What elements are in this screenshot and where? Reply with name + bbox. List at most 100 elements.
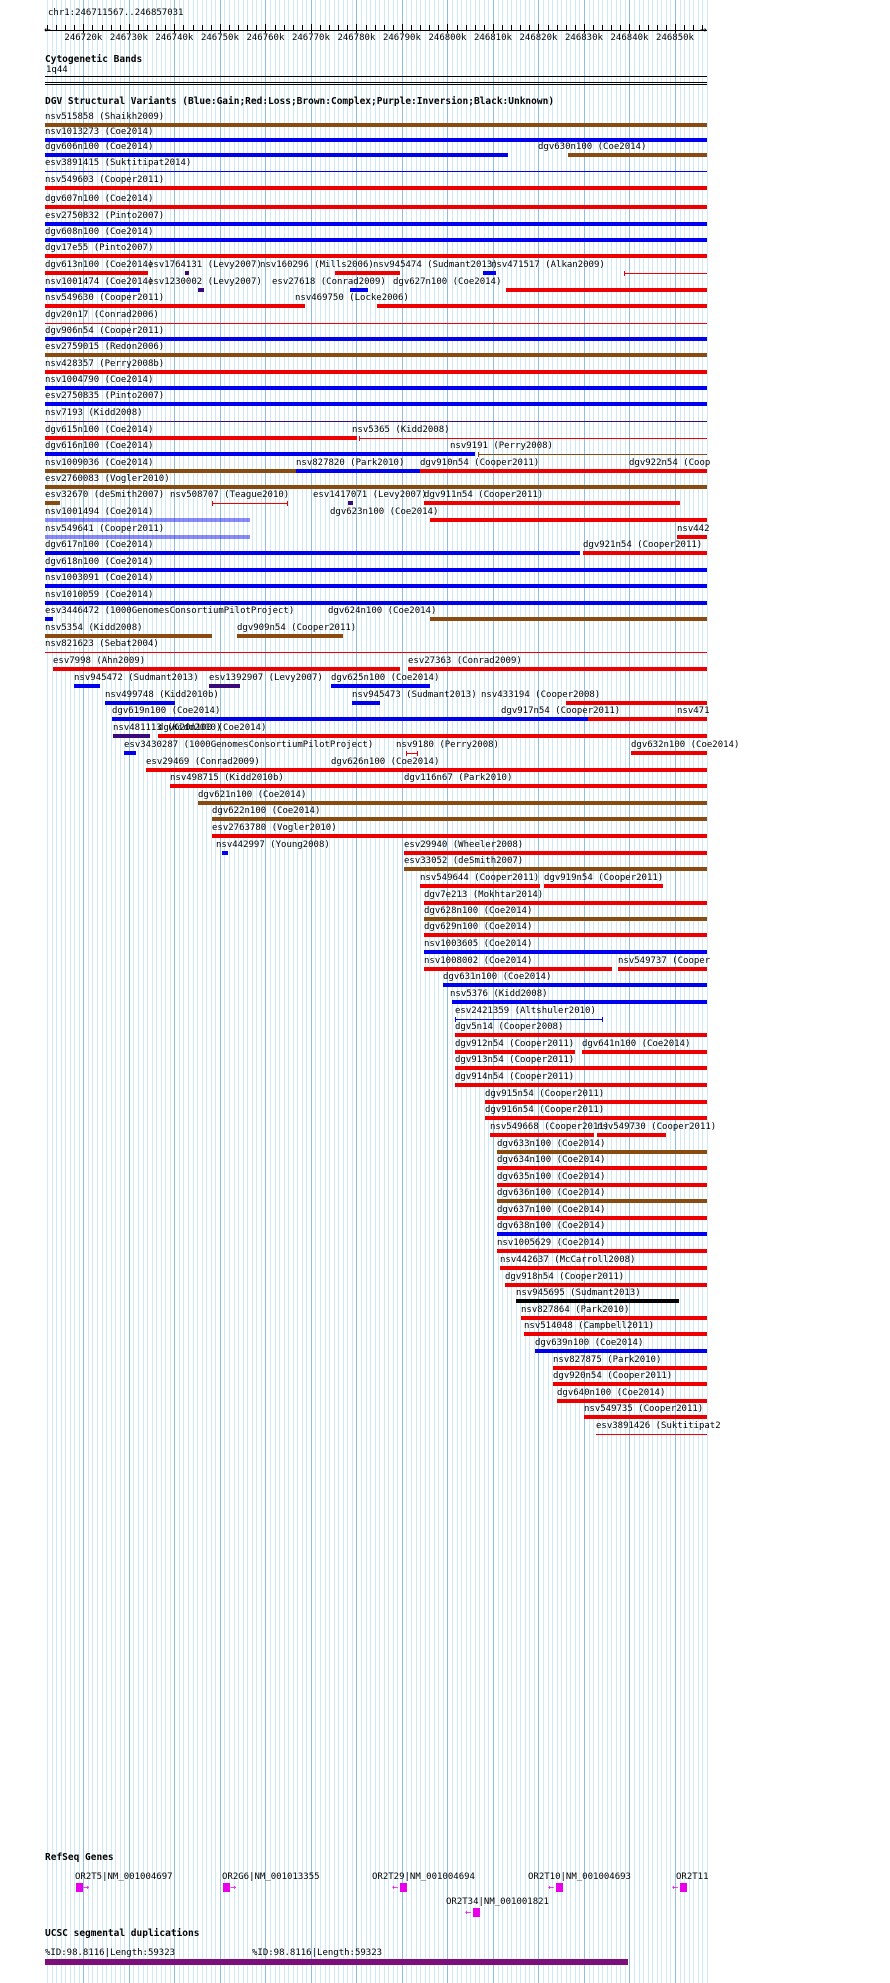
variant-label[interactable]: nsv508707 (Teague2010) <box>170 490 290 500</box>
variant-label[interactable]: nsv549603 (Cooper2011) <box>45 175 165 185</box>
variant-label[interactable]: dgv613n100 (Coe2014) <box>45 260 154 270</box>
variant-label[interactable]: esv1764131 (Levy2007) <box>148 260 262 270</box>
variant-bar[interactable] <box>424 901 707 905</box>
variant-label[interactable]: dgv916n54 (Cooper2011) <box>485 1105 605 1115</box>
variant-bar[interactable] <box>377 304 707 308</box>
variant-bar[interactable] <box>568 153 707 157</box>
variant-bar[interactable] <box>455 1019 603 1020</box>
variant-bar[interactable] <box>212 503 288 504</box>
variant-label[interactable]: dgv912n54 (Cooper2011) <box>455 1039 575 1049</box>
variant-label[interactable]: nsv9191 (Perry2008) <box>450 441 553 451</box>
variant-bar[interactable] <box>45 254 707 258</box>
variant-bar[interactable] <box>424 950 707 954</box>
variant-bar[interactable] <box>420 469 707 473</box>
variant-label[interactable]: nsv1003091 (Coe2014) <box>45 573 154 583</box>
variant-bar[interactable] <box>455 1050 575 1054</box>
variant-bar[interactable] <box>424 933 707 937</box>
variant-label[interactable]: esv27363 (Conrad2009) <box>408 656 522 666</box>
variant-label[interactable]: nsv1001474 (Coe2014) <box>45 277 154 287</box>
variant-label[interactable]: dgv919n54 (Cooper2011) <box>544 873 664 883</box>
variant-label[interactable]: dgv915n54 (Cooper2011) <box>485 1089 605 1099</box>
variant-label[interactable]: nsv442637 (McCarroll2008) <box>500 1255 636 1265</box>
variant-bar[interactable] <box>485 1116 707 1120</box>
variant-label[interactable]: esv2760083 (Vogler2010) <box>45 474 170 484</box>
variant-bar[interactable] <box>45 421 707 422</box>
variant-bar[interactable] <box>497 1249 707 1253</box>
variant-bar[interactable] <box>296 469 420 473</box>
variant-label[interactable]: esv2421359 (Altshuler2010) <box>455 1006 596 1016</box>
variant-label[interactable]: nsv5365 (Kidd2008) <box>352 425 450 435</box>
variant-label[interactable]: esv2759015 (Redon2006) <box>45 342 165 352</box>
variant-bar[interactable] <box>500 1266 707 1270</box>
variant-bar[interactable] <box>455 1033 707 1037</box>
variant-bar[interactable] <box>237 634 343 638</box>
variant-bar[interactable] <box>45 386 707 390</box>
gene-label[interactable]: OR2G6|NM_001013355 <box>222 1872 320 1882</box>
variant-label[interactable]: nsv549644 (Cooper2011) <box>420 873 540 883</box>
variant-label[interactable]: dgv623n100 (Coe2014) <box>330 507 439 517</box>
variant-bar[interactable] <box>45 535 250 539</box>
variant-label[interactable]: dgv639n100 (Coe2014) <box>535 1338 644 1348</box>
variant-label[interactable]: dgv633n100 (Coe2014) <box>497 1139 606 1149</box>
variant-bar[interactable] <box>45 518 250 522</box>
variant-bar[interactable] <box>45 353 707 357</box>
variant-bar[interactable] <box>455 1083 707 1087</box>
variant-label[interactable]: dgv607n100 (Coe2014) <box>45 194 154 204</box>
variant-bar[interactable] <box>618 967 707 971</box>
variant-label[interactable]: nsv7193 (Kidd2008) <box>45 408 143 418</box>
variant-bar[interactable] <box>209 684 240 688</box>
variant-label[interactable]: nsv1005629 (Coe2014) <box>497 1238 606 1248</box>
variant-label[interactable]: dgv638n100 (Coe2014) <box>497 1221 606 1231</box>
variant-bar[interactable] <box>352 701 380 705</box>
variant-bar[interactable] <box>485 1100 707 1104</box>
variant-bar[interactable] <box>497 1183 707 1187</box>
variant-bar[interactable] <box>45 186 707 190</box>
variant-label[interactable]: nsv945695 (Sudmant2013) <box>516 1288 641 1298</box>
variant-bar[interactable] <box>212 834 707 838</box>
variant-label[interactable]: esv7998 (Ahn2009) <box>53 656 146 666</box>
variant-bar[interactable] <box>335 271 400 275</box>
variant-bar[interactable] <box>45 304 305 308</box>
variant-label[interactable]: nsv1001494 (Coe2014) <box>45 507 154 517</box>
variant-label[interactable]: dgv637n100 (Coe2014) <box>497 1205 606 1215</box>
variant-label[interactable]: dgv913n54 (Cooper2011) <box>455 1055 575 1065</box>
variant-label[interactable]: dgv20n17 (Conrad2006) <box>45 310 159 320</box>
variant-label[interactable]: esv29940 (Wheeler2008) <box>404 840 524 850</box>
variant-bar[interactable] <box>583 551 707 555</box>
variant-label[interactable]: nsv469750 (Locke2006) <box>295 293 409 303</box>
variant-label[interactable]: nsv1009036 (Coe2014) <box>45 458 154 468</box>
variant-label[interactable]: esv1417071 (Levy2007) <box>313 490 427 500</box>
variant-label[interactable]: nsv827875 (Park2010) <box>553 1355 662 1365</box>
variant-bar[interactable] <box>45 370 707 374</box>
variant-label[interactable]: nsv442 <box>677 524 710 534</box>
variant-label[interactable]: esv3891426 (Suktitipat2 <box>596 1421 721 1431</box>
variant-label[interactable]: dgv909n54 (Cooper2011) <box>237 623 357 633</box>
variant-label[interactable]: esv3891415 (Suktitipat2014) <box>45 158 192 168</box>
variant-label[interactable]: dgv629n100 (Coe2014) <box>424 922 533 932</box>
variant-bar[interactable] <box>631 751 707 755</box>
variant-bar[interactable] <box>45 271 148 275</box>
variant-bar[interactable] <box>45 205 707 209</box>
variant-label[interactable]: dgv641n100 (Coe2014) <box>582 1039 691 1049</box>
variant-label[interactable]: esv3446472 (1000GenomesConsortiumPilotPr… <box>45 606 295 616</box>
variant-label[interactable]: nsv481113 (Kidd2010) <box>113 723 222 733</box>
variant-bar[interactable] <box>553 1382 707 1386</box>
variant-label[interactable]: dgv5n14 (Cooper2008) <box>455 1022 564 1032</box>
variant-label[interactable]: dgv634n100 (Coe2014) <box>497 1155 606 1165</box>
segdup-bar[interactable] <box>45 1959 253 1965</box>
variant-label[interactable]: nsv549737 (Cooper <box>618 956 711 966</box>
variant-bar[interactable] <box>45 568 707 572</box>
variant-label[interactable]: esv2763780 (Vogler2010) <box>212 823 337 833</box>
variant-bar[interactable] <box>45 501 60 505</box>
variant-bar[interactable] <box>198 801 707 805</box>
variant-bar[interactable] <box>424 967 612 971</box>
gene-exon-box[interactable] <box>556 1883 563 1892</box>
variant-bar[interactable] <box>455 1066 707 1070</box>
segdup-label[interactable]: %ID:98.8116|Length:59323 <box>45 1948 176 1958</box>
variant-bar[interactable] <box>45 469 342 473</box>
variant-label[interactable]: dgv7e213 (Mokhtar2014) <box>424 890 544 900</box>
variant-label[interactable]: dgv621n100 (Coe2014) <box>198 790 307 800</box>
variant-bar[interactable] <box>677 717 707 721</box>
variant-label[interactable]: dgv625n100 (Coe2014) <box>331 673 440 683</box>
variant-label[interactable]: dgv17e55 (Pinto2007) <box>45 243 154 253</box>
